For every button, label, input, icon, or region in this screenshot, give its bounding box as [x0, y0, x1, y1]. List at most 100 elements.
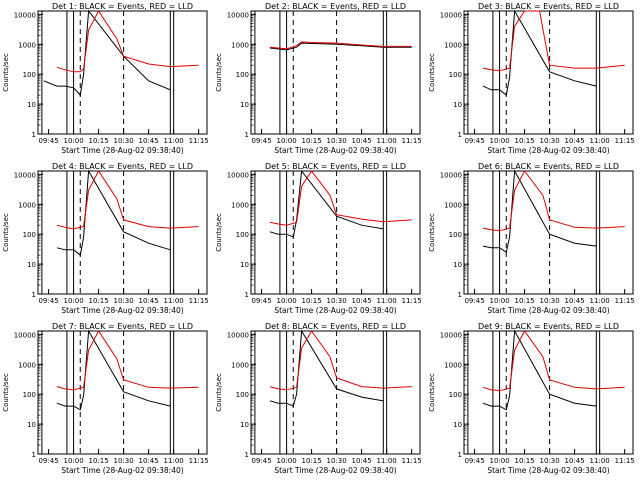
x-axis-label: Start Time (28-Aug-02 09:38:40) [274, 146, 396, 155]
series-line-events [43, 9, 171, 97]
y-tick-label: 10000 [440, 171, 462, 179]
x-tick-label: 10:00 [489, 297, 509, 305]
x-tick-label: 10:45 [139, 297, 159, 305]
x-tick-label: 11:15 [402, 457, 422, 465]
y-tick-label: 1 [245, 291, 249, 299]
y-tick-label: 100 [449, 231, 462, 239]
y-tick-label: 1000 [231, 201, 249, 209]
y-tick-label: 10 [453, 261, 462, 269]
x-tick-label: 11:00 [164, 457, 184, 465]
detector-chart-9: Det 9: BLACK = Events, RED = LLD 1 10 100 10… [428, 322, 635, 475]
y-tick-label: 10000 [440, 11, 462, 19]
x-tick-label: 10:30 [327, 137, 347, 145]
y-tick-label: 10000 [14, 331, 36, 339]
y-axis-label: Counts/sec [2, 53, 10, 92]
y-tick-label: 10000 [227, 331, 249, 339]
x-tick-label: 09:45 [251, 457, 271, 465]
x-tick-label: 11:00 [377, 457, 397, 465]
x-axis-label: Start Time (28-Aug-02 09:38:40) [487, 306, 609, 315]
detector-chart-7: Det 7: BLACK = Events, RED = LLD 1 10 100 10… [2, 322, 209, 475]
x-axis-label: Start Time (28-Aug-02 09:38:40) [61, 146, 183, 155]
y-tick-label: 100 [449, 391, 462, 399]
x-tick-label: 10:30 [114, 297, 134, 305]
x-tick-label: 11:15 [189, 137, 209, 145]
detector-chart-6: Det 6: BLACK = Events, RED = LLD 1 10 100 10… [428, 162, 635, 315]
x-tick-label: 10:00 [63, 137, 83, 145]
x-tick-label: 10:30 [540, 457, 560, 465]
y-tick-label: 100 [236, 231, 249, 239]
x-tick-label: 10:00 [489, 457, 509, 465]
detector-chart-5: Det 5: BLACK = Events, RED = LLD 1 10 100 10… [215, 162, 422, 315]
x-tick-label: 10:30 [327, 297, 347, 305]
series-line-lld [482, 170, 625, 232]
x-tick-label: 11:00 [377, 137, 397, 145]
series-line-lld [56, 10, 199, 73]
x-tick-label: 10:45 [139, 457, 159, 465]
chart-title: Det 4: BLACK = Events, RED = LLD [52, 162, 193, 171]
y-tick-label: 10000 [14, 11, 36, 19]
y-tick-label: 1000 [231, 41, 249, 49]
x-tick-label: 10:15 [89, 297, 109, 305]
series-line-lld [56, 170, 199, 230]
plot-frame [463, 10, 634, 135]
detector-chart-3: Det 3: BLACK = Events, RED = LLD 1 10 100 10… [428, 2, 635, 155]
x-tick-label: 11:15 [402, 137, 422, 145]
x-tick-label: 09:45 [38, 297, 58, 305]
x-axis-label: Start Time (28-Aug-02 09:38:40) [61, 466, 183, 475]
y-tick-label: 1 [32, 131, 36, 139]
chart-title: Det 7: BLACK = Events, RED = LLD [52, 322, 193, 331]
y-tick-label: 10000 [227, 11, 249, 19]
plot-frame [250, 330, 421, 455]
x-tick-label: 11:00 [377, 297, 397, 305]
x-axis-label: Start Time (28-Aug-02 09:38:40) [487, 146, 609, 155]
x-tick-label: 10:45 [139, 137, 159, 145]
x-tick-label: 10:45 [352, 457, 372, 465]
y-tick-label: 1 [458, 291, 462, 299]
y-tick-label: 1000 [18, 41, 36, 49]
x-axis-label: Start Time (28-Aug-02 09:38:40) [61, 306, 183, 315]
y-axis-label: Counts/sec [215, 373, 223, 412]
x-tick-label: 10:00 [276, 457, 296, 465]
y-tick-label: 1000 [444, 361, 462, 369]
y-tick-label: 10 [27, 261, 36, 269]
x-tick-label: 10:45 [352, 297, 372, 305]
y-tick-label: 10 [27, 101, 36, 109]
y-tick-label: 1 [245, 131, 249, 139]
y-tick-label: 1000 [18, 201, 36, 209]
x-axis-label: Start Time (28-Aug-02 09:38:40) [274, 466, 396, 475]
x-tick-label: 10:15 [302, 297, 322, 305]
series-line-events [482, 169, 597, 254]
chart-title: Det 5: BLACK = Events, RED = LLD [265, 162, 406, 171]
chart-title: Det 2: BLACK = Events, RED = LLD [265, 2, 406, 11]
plot-frame [37, 10, 208, 135]
detector-chart-1: Det 1: BLACK = Events, RED = LLD 1 10 100 10… [2, 2, 209, 155]
x-tick-label: 10:00 [276, 137, 296, 145]
detector-chart-8: Det 8: BLACK = Events, RED = LLD 1 10 100 10… [215, 322, 422, 475]
x-tick-label: 11:15 [615, 137, 635, 145]
series-line-events [482, 329, 597, 411]
x-tick-label: 10:15 [302, 137, 322, 145]
plot-frame [250, 170, 421, 295]
x-tick-label: 09:45 [38, 137, 58, 145]
chart-title: Det 3: BLACK = Events, RED = LLD [478, 2, 619, 11]
x-tick-label: 10:00 [63, 297, 83, 305]
x-tick-label: 11:00 [590, 457, 610, 465]
chart-title: Det 9: BLACK = Events, RED = LLD [478, 322, 619, 331]
y-tick-label: 10 [453, 421, 462, 429]
x-tick-label: 10:15 [515, 457, 535, 465]
x-tick-label: 09:45 [251, 297, 271, 305]
series-line-events [269, 329, 384, 407]
y-tick-label: 100 [449, 71, 462, 79]
series-line-events [269, 42, 412, 51]
x-tick-label: 10:15 [89, 457, 109, 465]
y-tick-label: 10000 [14, 171, 36, 179]
y-tick-label: 1 [458, 451, 462, 459]
x-tick-label: 10:30 [540, 137, 560, 145]
y-tick-label: 1 [32, 451, 36, 459]
y-tick-label: 100 [23, 231, 36, 239]
y-tick-label: 100 [236, 71, 249, 79]
plot-frame [37, 330, 208, 455]
x-tick-label: 10:15 [515, 137, 535, 145]
x-tick-label: 11:00 [590, 137, 610, 145]
y-tick-label: 10 [240, 261, 249, 269]
